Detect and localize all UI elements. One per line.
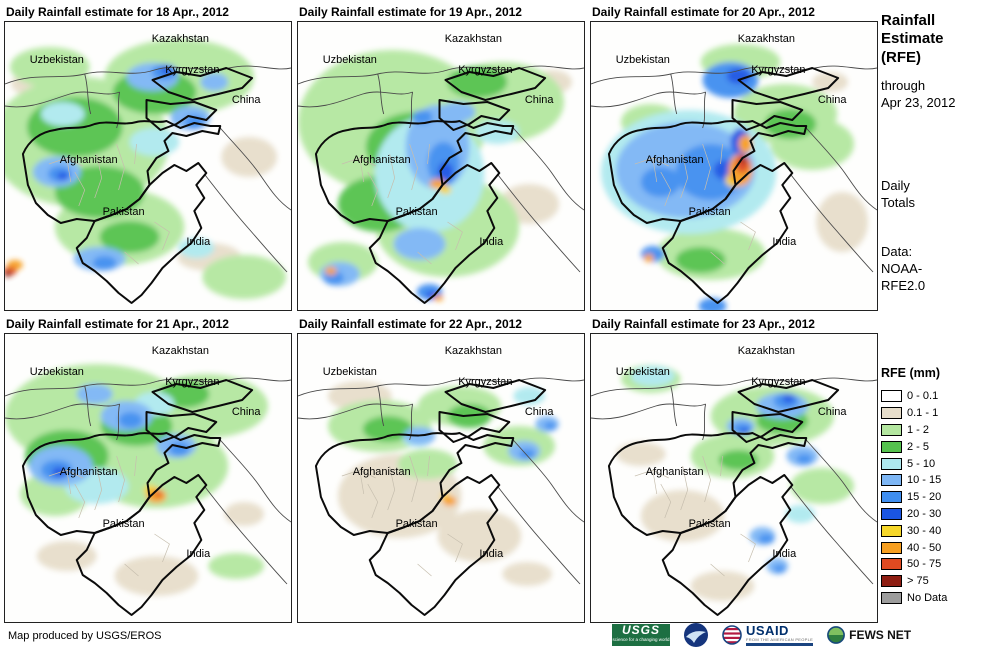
legend-item: 2 - 5 [881, 438, 947, 455]
map-panel-23apr: Daily Rainfall estimate for 23 Apr., 201… [590, 317, 878, 623]
fewsnet-globe-icon [827, 626, 846, 644]
panel-title: Daily Rainfall estimate for 23 Apr., 201… [592, 317, 815, 331]
map-20apr [590, 21, 878, 311]
legend-label: 0 - 0.1 [907, 390, 939, 403]
legend-swatch [881, 507, 902, 520]
usaid-bar [746, 642, 814, 646]
sidebar-title: Rainfall Estimate (RFE) [881, 12, 944, 66]
sidebar-daily-totals: Daily Totals [881, 178, 915, 210]
map-canvas [298, 31, 584, 304]
legend-swatch [881, 474, 902, 487]
legend-item: 40 - 50 [881, 539, 947, 556]
legend-label: 15 - 20 [907, 491, 942, 504]
legend-swatch [881, 457, 902, 470]
panel-title: Daily Rainfall estimate for 22 Apr., 201… [299, 317, 522, 331]
rainfall-layer [615, 365, 855, 601]
usgs-logo: USGS science for a changing world [612, 624, 670, 646]
map-grid: Daily Rainfall estimate for 18 Apr., 201… [4, 5, 878, 623]
map-canvas [591, 31, 877, 310]
legend-label: 50 - 75 [907, 558, 942, 571]
legend-label: 5 - 10 [907, 457, 936, 470]
legend-label: 1 - 2 [907, 423, 930, 436]
sidebar-data-source: Data: NOAA- RFE2.0 [881, 244, 926, 293]
map-canvas [298, 343, 584, 616]
legend-swatch [881, 390, 902, 403]
legend-title: RFE (mm) [881, 366, 941, 380]
legend-item: 0.1 - 1 [881, 405, 947, 422]
usaid-logo: USAID FROM THE AMERICAN PEOPLE [722, 622, 814, 646]
panel-title: Daily Rainfall estimate for 18 Apr., 201… [6, 5, 229, 19]
map-credit: Map produced by USGS/EROS [8, 630, 162, 642]
fewsnet-logo: FEWS NET [827, 626, 911, 644]
map-canvas [5, 31, 291, 304]
legend-item: 1 - 2 [881, 422, 947, 439]
legend-swatch [881, 440, 902, 453]
sidebar: Rainfall Estimate (RFE) through Apr 23, … [881, 0, 981, 649]
legend-label: No Data [907, 591, 948, 604]
sidebar-through-date: through Apr 23, 2012 [881, 78, 956, 110]
legend-swatch [881, 558, 902, 571]
legend-item: 10 - 15 [881, 472, 947, 489]
legend-label: 30 - 40 [907, 524, 942, 537]
usaid-logo-text: USAID [746, 622, 789, 638]
legend-swatch [881, 491, 902, 504]
legend-swatch [881, 524, 902, 537]
rainfall-layer [5, 364, 269, 596]
map-18apr [4, 21, 292, 311]
noaa-logo [684, 623, 708, 647]
usgs-tagline: science for a changing world [612, 637, 670, 642]
legend-swatch [881, 423, 902, 436]
usaid-tagline: FROM THE AMERICAN PEOPLE [746, 636, 814, 642]
legend-label: 10 - 15 [907, 474, 942, 487]
legend-item: 5 - 10 [881, 455, 947, 472]
legend-item: 20 - 30 [881, 506, 947, 523]
legend-item: 15 - 20 [881, 489, 947, 506]
legend-label: 40 - 50 [907, 541, 942, 554]
legend-swatch [881, 575, 902, 588]
map-23apr [590, 333, 878, 623]
legend-swatch [881, 591, 902, 604]
legend-item: No Data [881, 590, 947, 607]
legend-item: 50 - 75 [881, 556, 947, 573]
map-22apr [297, 333, 585, 623]
legend-label: 0.1 - 1 [907, 407, 939, 420]
map-19apr [297, 21, 585, 311]
fewsnet-logo-text: FEWS NET [849, 628, 912, 642]
map-panel-21apr: Daily Rainfall estimate for 21 Apr., 201… [4, 317, 292, 623]
map-canvas [5, 343, 291, 616]
legend-swatch [881, 407, 902, 420]
map-panel-20apr: Daily Rainfall estimate for 20 Apr., 201… [590, 5, 878, 311]
map-panel-22apr: Daily Rainfall estimate for 22 Apr., 201… [297, 317, 585, 623]
panel-title: Daily Rainfall estimate for 20 Apr., 201… [592, 5, 815, 19]
legend-label: 2 - 5 [907, 440, 930, 453]
legend-label: > 75 [907, 575, 929, 588]
rainfall-layer [298, 50, 573, 301]
legend: 0 - 0.1 0.1 - 1 1 - 2 2 - 5 5 - 10 10 - … [881, 388, 947, 606]
legend-label: 20 - 30 [907, 507, 942, 520]
usaid-flag-icon [722, 625, 742, 645]
legend-item: 0 - 0.1 [881, 388, 947, 405]
panel-title: Daily Rainfall estimate for 21 Apr., 201… [6, 317, 229, 331]
rainfall-layer [5, 39, 287, 299]
map-21apr [4, 333, 292, 623]
map-canvas [591, 343, 877, 616]
panel-title: Daily Rainfall estimate for 19 Apr., 201… [299, 5, 522, 19]
legend-item: > 75 [881, 573, 947, 590]
legend-swatch [881, 541, 902, 554]
map-panel-18apr: Daily Rainfall estimate for 18 Apr., 201… [4, 5, 292, 311]
map-panel-19apr: Daily Rainfall estimate for 19 Apr., 201… [297, 5, 585, 311]
noaa-emblem-icon [684, 623, 708, 647]
footer-logos: USGS science for a changing world USAID … [612, 622, 911, 648]
legend-item: 30 - 40 [881, 522, 947, 539]
usgs-logo-text: USGS [621, 624, 660, 637]
